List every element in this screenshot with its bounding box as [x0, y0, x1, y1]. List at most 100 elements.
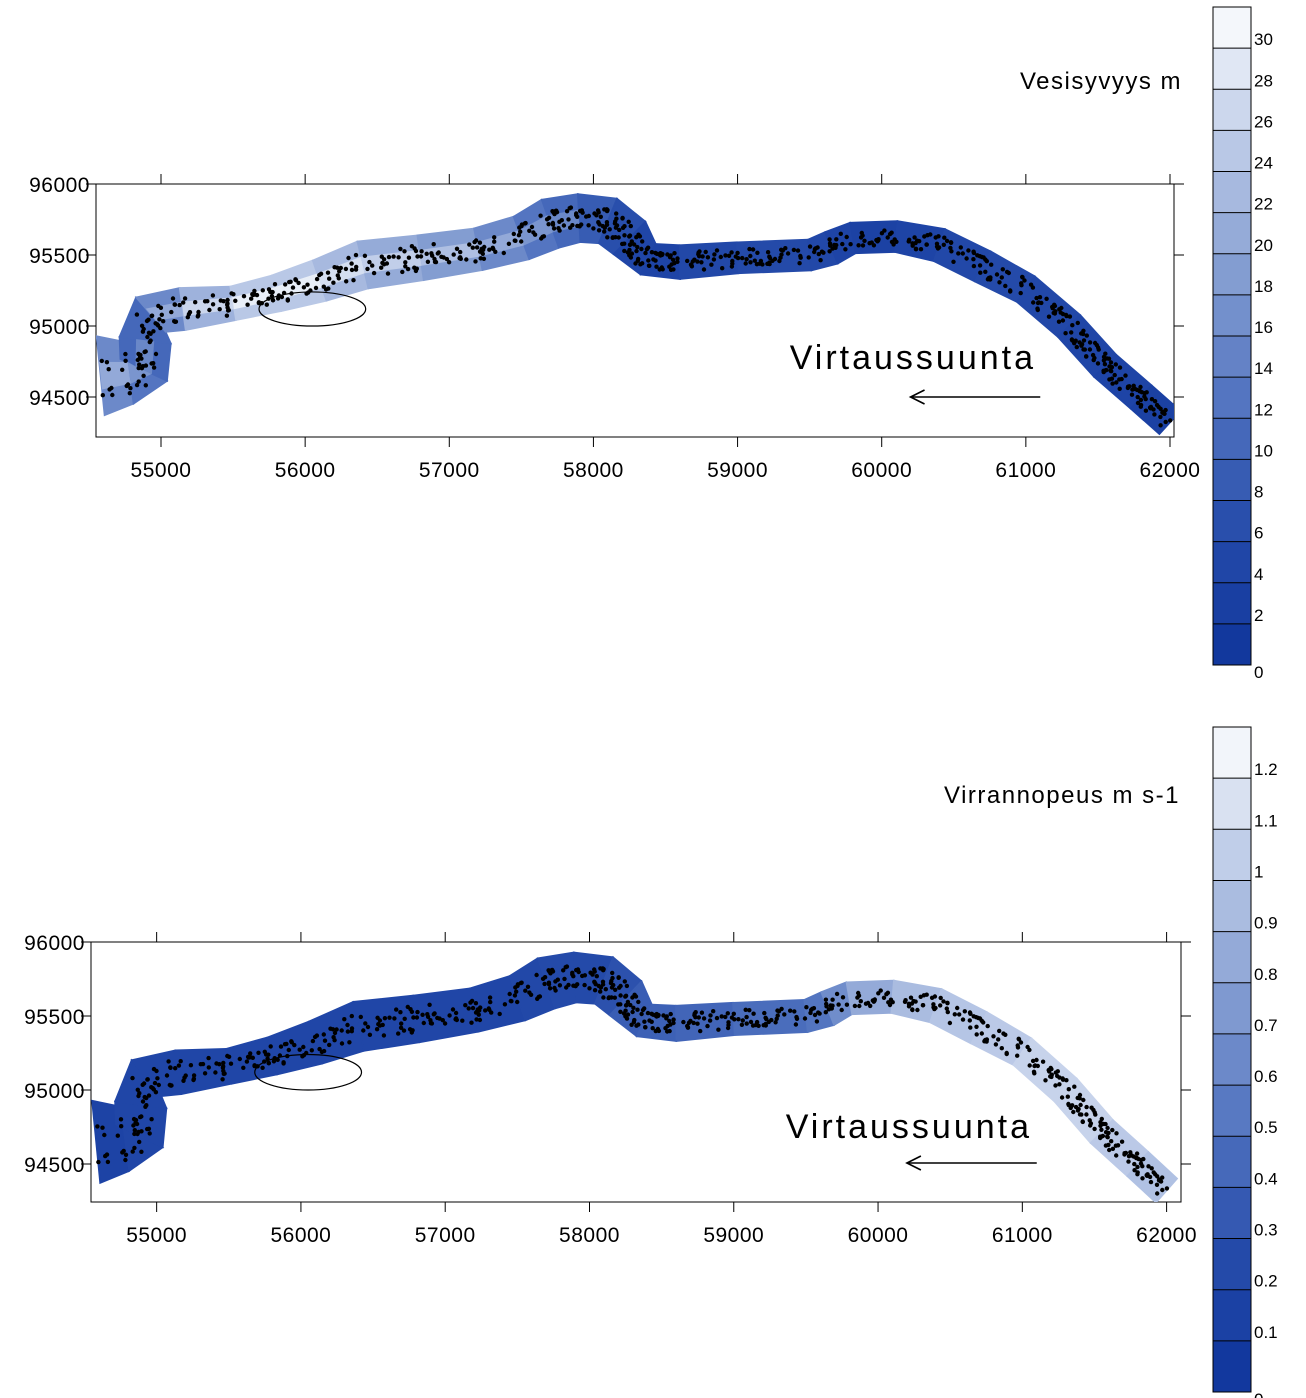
sample-point [487, 995, 493, 1000]
sample-point [570, 223, 575, 228]
sample-point [146, 1093, 152, 1098]
sample-point [592, 969, 597, 974]
sample-point [474, 1009, 479, 1014]
sample-point [989, 262, 994, 267]
sample-point [425, 1012, 430, 1017]
sample-point [1125, 385, 1131, 391]
sample-point [913, 240, 918, 246]
sample-point [1135, 387, 1140, 393]
sample-point [701, 267, 707, 272]
legend-swatch [1213, 1238, 1251, 1290]
sample-point [735, 255, 741, 261]
sample-point [957, 1012, 962, 1017]
sample-point [454, 246, 460, 251]
sample-point [1103, 351, 1108, 356]
legend-swatch [1213, 931, 1251, 983]
sample-point [143, 1104, 148, 1110]
sample-point [411, 1015, 416, 1020]
sample-point [398, 1010, 403, 1015]
sample-point [275, 296, 281, 301]
sample-point [582, 982, 587, 988]
sample-point [1135, 394, 1140, 400]
sample-point [264, 302, 269, 307]
sample-point [436, 250, 441, 255]
sample-point [1138, 397, 1144, 403]
sample-point [1003, 283, 1008, 289]
sample-point [143, 349, 148, 354]
sample-point [885, 235, 890, 240]
sample-point [785, 251, 791, 256]
sample-point [143, 363, 149, 368]
sample-point [1109, 1139, 1114, 1144]
sample-point [997, 280, 1002, 285]
sample-point [633, 994, 639, 999]
sample-point [705, 255, 711, 260]
sample-point [571, 983, 576, 988]
sample-point [699, 260, 704, 265]
sample-point [949, 249, 954, 254]
sample-point [1060, 1076, 1065, 1081]
sample-point [1131, 1154, 1137, 1159]
sample-point [978, 270, 983, 275]
sample-point [1055, 1073, 1060, 1079]
sample-point [518, 229, 523, 234]
sample-point [933, 1005, 938, 1011]
sample-point [402, 1016, 407, 1021]
sample-point [1059, 1095, 1065, 1100]
sample-point [283, 282, 288, 287]
sample-point [170, 296, 176, 301]
sample-point [172, 319, 178, 324]
sample-point [871, 243, 877, 248]
sample-point [588, 970, 593, 975]
sample-point [145, 1077, 150, 1082]
sample-point [532, 232, 538, 237]
legend-label: 1 [1254, 863, 1263, 882]
sample-point [375, 1015, 380, 1020]
sample-point [659, 252, 665, 258]
sample-point [237, 1056, 242, 1062]
sample-point [490, 245, 495, 250]
legend-swatch [1213, 171, 1251, 213]
legend-label: 2 [1254, 606, 1263, 625]
sample-point [152, 1080, 158, 1086]
sample-point [643, 250, 648, 256]
sample-point [938, 995, 943, 1001]
sample-point [699, 1010, 705, 1015]
sample-point [656, 1028, 662, 1034]
sample-point [697, 249, 702, 254]
sample-point [867, 241, 872, 246]
legend-swatch [1213, 582, 1251, 624]
sample-point [716, 1027, 721, 1032]
sample-point [139, 323, 145, 328]
sample-point [627, 247, 632, 253]
sample-point [321, 284, 326, 289]
sample-point [432, 1011, 437, 1016]
sample-point [936, 234, 941, 239]
sample-point [649, 1019, 654, 1024]
sample-point [474, 1017, 479, 1022]
sample-point [1101, 358, 1107, 363]
sample-point [336, 276, 341, 281]
sample-point [1148, 1179, 1154, 1185]
sample-point [181, 300, 186, 305]
sample-point [486, 1006, 491, 1011]
sample-point [266, 1052, 271, 1057]
legend-swatch [1213, 253, 1251, 295]
sample-point [654, 251, 660, 256]
sample-point [361, 1028, 366, 1033]
sample-point [155, 1076, 160, 1081]
sample-point [102, 1132, 107, 1138]
sample-point [371, 270, 377, 276]
sample-point [1164, 1186, 1170, 1191]
sample-point [266, 287, 272, 292]
sample-point [1134, 1151, 1140, 1156]
sample-point [151, 365, 157, 370]
sample-point [136, 379, 141, 384]
sample-point [202, 1071, 208, 1076]
sample-point [924, 992, 929, 997]
sample-point [312, 1034, 318, 1040]
sample-point [435, 1015, 440, 1021]
x-tick-label: 56000 [275, 459, 336, 482]
sample-point [515, 983, 520, 989]
sample-point [233, 298, 238, 303]
